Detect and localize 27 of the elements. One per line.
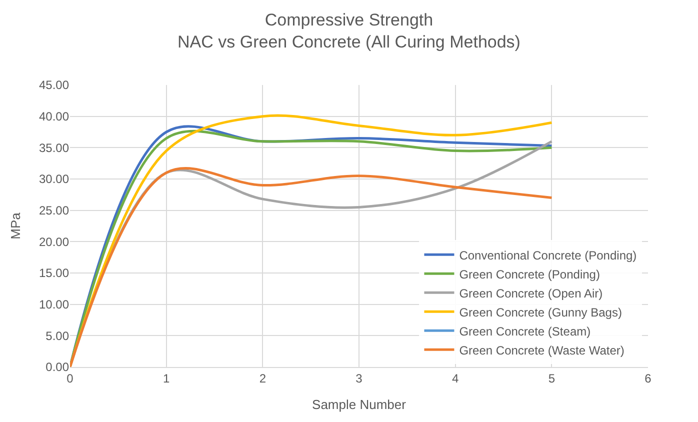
x-axis-title: Sample Number bbox=[312, 397, 407, 412]
y-tick-label: 40.00 bbox=[38, 110, 70, 124]
y-tick-label: 5.00 bbox=[46, 328, 70, 343]
x-tick-label: 3 bbox=[356, 371, 363, 386]
y-tick-label: 0.00 bbox=[46, 360, 70, 374]
legend-label: Green Concrete (Waste Water) bbox=[459, 343, 624, 358]
x-tick-label: 2 bbox=[259, 371, 266, 386]
legend-label: Green Concrete (Open Air) bbox=[459, 286, 603, 300]
legend-label: Green Concrete (Ponding) bbox=[459, 267, 600, 282]
legend-label: Conventional Concrete (Ponding) bbox=[459, 248, 637, 262]
y-tick-label: 30.00 bbox=[38, 172, 70, 186]
y-axis-title: MPa bbox=[8, 212, 23, 240]
x-tick-label: 6 bbox=[644, 371, 652, 386]
legend-label: Green Concrete (Steam) bbox=[459, 324, 591, 338]
y-tick-label: 10.00 bbox=[38, 298, 70, 312]
y-tick-label: 25.00 bbox=[38, 204, 70, 218]
x-tick-label: 1 bbox=[162, 371, 170, 386]
y-tick-label: 35.00 bbox=[38, 140, 70, 155]
y-tick-label: 45.00 bbox=[38, 78, 70, 92]
legend-label: Green Concrete (Gunny Bags) bbox=[459, 305, 622, 320]
chart-title: Compressive Strength bbox=[264, 10, 434, 30]
y-tick-label: 15.00 bbox=[38, 266, 70, 280]
x-tick-label: 5 bbox=[548, 371, 556, 386]
y-tick-label: 20.00 bbox=[38, 234, 70, 249]
chart-subtitle: NAC vs Green Concrete (All Curing Methods) bbox=[178, 32, 520, 52]
x-tick-label: 4 bbox=[452, 371, 459, 386]
x-tick-label: 0 bbox=[66, 371, 74, 386]
